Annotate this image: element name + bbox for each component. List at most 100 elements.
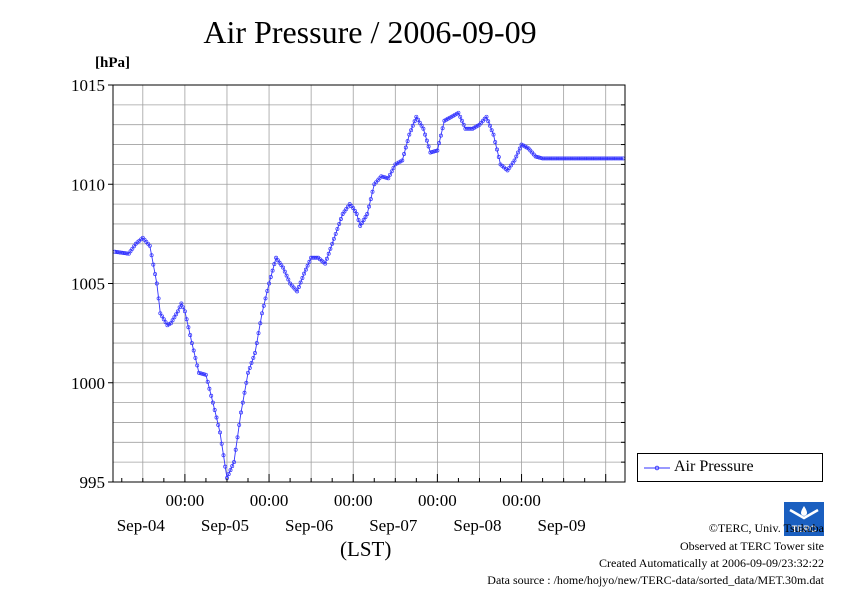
data-point: [300, 276, 305, 280]
data-point: [123, 251, 128, 256]
data-point: [337, 221, 342, 226]
data-point: [330, 241, 335, 246]
data-point: [267, 281, 272, 286]
data-point: [356, 218, 361, 222]
data-point: [160, 314, 165, 319]
data-point: [509, 163, 513, 168]
data-point: [368, 197, 373, 202]
data-point: [486, 119, 491, 124]
data-point: [594, 156, 599, 161]
data-point: [182, 309, 187, 314]
data-point: [235, 435, 240, 440]
data-point: [459, 118, 464, 123]
data-point: [384, 175, 389, 180]
x-day-label: Sep-05: [201, 516, 249, 535]
data-point: [381, 174, 385, 179]
terc-logo-icon: TERC: [784, 502, 824, 536]
data-point: [328, 246, 333, 251]
data-point: [489, 128, 494, 133]
data-point: [228, 468, 233, 473]
data-point: [331, 236, 336, 241]
data-point: [351, 206, 356, 211]
data-point: [125, 251, 129, 256]
data-point: [193, 355, 198, 360]
data-point: [335, 226, 340, 231]
x-day-label: Sep-07: [369, 516, 418, 535]
data-point: [430, 150, 435, 154]
data-point: [246, 370, 250, 375]
data-point: [254, 341, 259, 346]
y-tick-label: 1000: [71, 374, 105, 393]
data-point: [493, 140, 498, 145]
data-point: [388, 172, 392, 177]
data-point: [402, 152, 407, 156]
data-point: [119, 250, 124, 255]
data-point: [438, 133, 443, 138]
data-point: [505, 168, 510, 173]
data-point: [405, 139, 410, 144]
data-point: [154, 281, 159, 286]
data-point: [270, 268, 275, 273]
data-point: [214, 415, 219, 420]
data-point: [416, 117, 421, 122]
data-point: [233, 447, 238, 452]
data-point: [128, 249, 133, 254]
data-point: [249, 360, 254, 365]
data-point: [491, 132, 496, 137]
data-point: [172, 315, 177, 320]
data-point: [161, 317, 166, 322]
data-point: [417, 120, 422, 125]
data-point: [389, 169, 394, 174]
x-day-label: Sep-09: [538, 516, 586, 535]
data-point: [537, 155, 542, 160]
series-air-pressure: [112, 110, 626, 480]
data-point: [218, 430, 222, 435]
data-point: [196, 370, 201, 375]
data-point: [363, 215, 368, 219]
data-point: [151, 262, 156, 267]
data-point: [340, 212, 345, 216]
data-point: [456, 110, 461, 115]
data-point: [240, 400, 245, 405]
y-tick-label: 995: [80, 473, 106, 492]
data-point: [223, 464, 228, 469]
series-line: [114, 112, 624, 480]
data-point: [354, 212, 359, 216]
data-point: [428, 150, 433, 155]
data-point: [367, 204, 371, 209]
data-point: [365, 212, 370, 216]
data-point: [191, 348, 196, 353]
data-point: [305, 263, 310, 268]
data-point: [421, 126, 426, 131]
data-point: [382, 175, 387, 180]
data-point: [307, 259, 312, 264]
data-point: [256, 331, 261, 336]
data-point: [440, 126, 445, 131]
data-point: [226, 472, 231, 477]
data-point: [353, 209, 357, 213]
data-point: [437, 141, 442, 146]
data-point: [431, 149, 436, 154]
data-point: [466, 126, 471, 131]
data-point: [209, 393, 214, 398]
data-point: [200, 371, 205, 376]
data-point: [326, 251, 331, 256]
data-point: [303, 267, 308, 272]
data-point: [116, 250, 121, 255]
legend-label: Air Pressure: [674, 458, 754, 475]
x-tick-label: 00:00: [418, 491, 457, 510]
data-point: [202, 372, 207, 377]
data-point: [210, 400, 215, 405]
data-point: [181, 305, 186, 310]
data-point: [114, 250, 119, 254]
data-point: [619, 156, 624, 161]
data-point: [272, 262, 277, 267]
data-point: [424, 138, 429, 143]
data-point: [179, 301, 184, 306]
data-point: [495, 147, 499, 152]
data-point: [281, 265, 286, 270]
data-point: [247, 365, 252, 370]
data-point: [298, 280, 303, 285]
data-point: [279, 263, 284, 268]
